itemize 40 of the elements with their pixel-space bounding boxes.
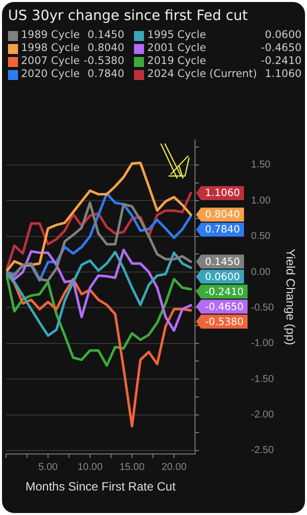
y-tick-label: -1.50 [251, 374, 274, 385]
data-label: -0.2410 [205, 286, 244, 298]
legend-label: 2024 Cycle (Current) [147, 68, 258, 81]
x-tick-label: 15.00 [119, 462, 145, 473]
legend-label: 2001 Cycle [147, 42, 206, 55]
data-label: -0.4650 [205, 302, 244, 313]
legend-label: 1989 Cycle [21, 29, 80, 42]
y-tick-label: -1.00 [251, 338, 274, 350]
y-tick-label: -2.00 [251, 410, 274, 420]
y-axis-title: Yield Change (pp) [283, 248, 298, 346]
data-label: 0.1450 [205, 256, 240, 268]
data-label: 0.8040 [205, 210, 240, 221]
text: 0.8040 [88, 42, 124, 54]
y-tick-label: 1.50 [251, 160, 271, 171]
text: 1.1060 [264, 68, 302, 80]
y-tick-label: 0.00 [251, 266, 271, 278]
y-tick-label: 0.50 [251, 231, 271, 242]
text: -0.5380 [84, 55, 124, 67]
legend-label: 2020 Cycle [21, 68, 80, 81]
x-tick-label: 5.00 [38, 462, 58, 473]
text: -0.2410 [261, 55, 302, 67]
text: 0.7840 [88, 68, 124, 80]
text: -0.4650 [261, 42, 302, 54]
legend-label: 2019 Cycle [147, 55, 206, 68]
text: 0.1450 [88, 29, 124, 41]
y-tick-label: -0.50 [251, 302, 274, 314]
legend-label: 1995 Cycle [147, 29, 206, 42]
chart-title: US 30yr change since first Fed cut [8, 8, 248, 24]
data-label: 0.7840 [205, 224, 240, 236]
data-label: 0.0600 [205, 272, 240, 283]
x-tick-label: 10.00 [77, 462, 103, 473]
legend-label: 2007 Cycle [21, 55, 80, 68]
x-axis-title: Months Since First Rate Cut [25, 480, 176, 494]
y-tick-label: 1.00 [251, 195, 271, 206]
text: 0.0600 [264, 29, 302, 41]
y-tick-label: -2.50 [251, 445, 274, 456]
data-label: -0.5380 [205, 316, 244, 328]
data-label: 1.1060 [205, 188, 240, 200]
x-tick-label: 20.00 [161, 462, 187, 473]
legend-label: 1998 Cycle [21, 42, 80, 55]
